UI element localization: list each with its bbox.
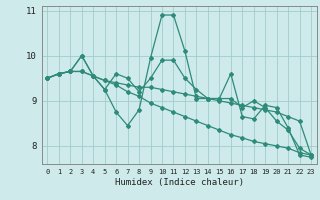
X-axis label: Humidex (Indice chaleur): Humidex (Indice chaleur) bbox=[115, 178, 244, 187]
